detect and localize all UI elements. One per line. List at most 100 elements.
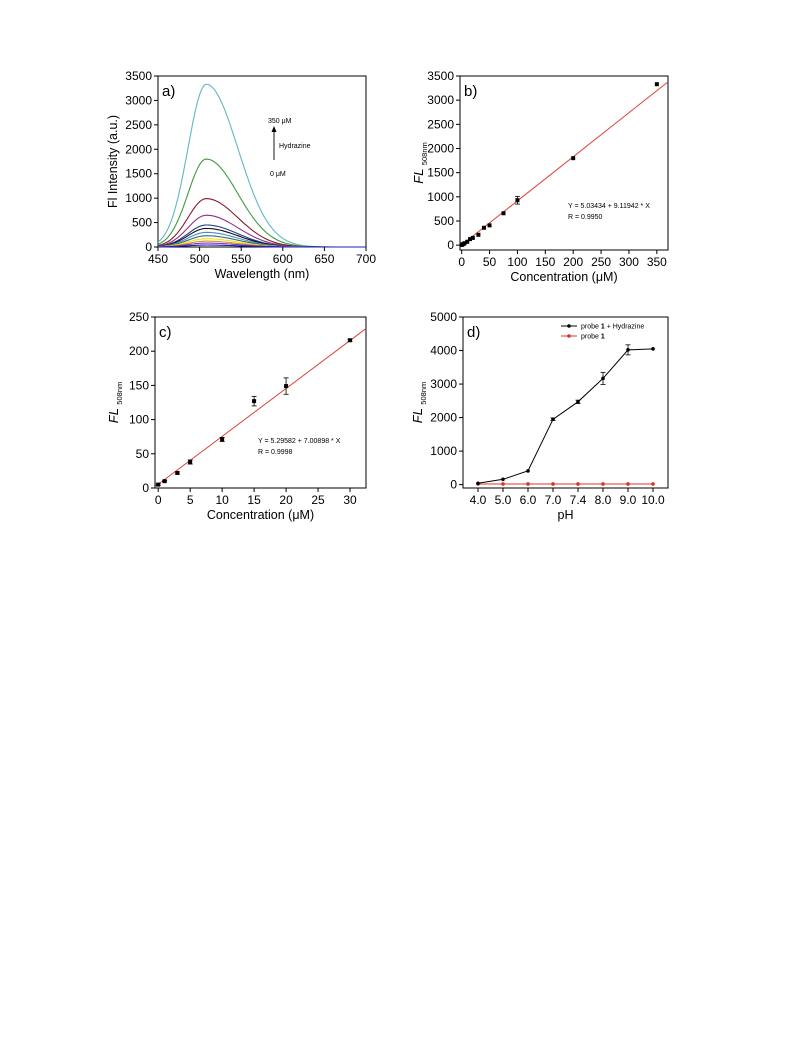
- y-axis-title-subscript: 508nm: [115, 382, 124, 405]
- data-point: [162, 479, 167, 484]
- data-point: [487, 223, 492, 228]
- x-tick-label: 200: [563, 255, 583, 269]
- data-point: [284, 384, 289, 389]
- panel-d-ph-chart: 4.0 5.0 6.0 7.0 7.4 8.0 9.0 10.0 0 1000 2000 3000 40…: [410, 310, 669, 522]
- legend-label-rest: + Hydrazine: [605, 324, 645, 331]
- y-tick-label: 4000: [430, 344, 457, 358]
- panel-label: a): [162, 83, 175, 100]
- y-tick-label: 3500: [427, 69, 454, 83]
- y-axis-title: Fl Intensity (a.u.): [106, 115, 120, 208]
- x-tick-label: 0: [458, 255, 465, 269]
- x-tick-label: 6.0: [520, 493, 537, 507]
- data-point: [348, 338, 353, 343]
- x-tick-label: 100: [507, 255, 527, 269]
- data-point: [576, 400, 580, 404]
- x-tick-label: 4.0: [470, 493, 487, 507]
- panel-a-spectra-chart: 450 500 550 600 650 700 0 500 1000 1500 2000 2500 30…: [106, 69, 376, 281]
- y-axis-title-main: FL: [411, 165, 426, 184]
- y-tick-label: 100: [129, 413, 149, 427]
- data-point: [654, 82, 659, 87]
- x-tick-label: 600: [273, 252, 293, 266]
- x-tick-label: 10: [215, 493, 229, 507]
- x-tick-label: 450: [148, 252, 168, 266]
- legend-marker: [567, 324, 571, 328]
- y-tick-label: 500: [434, 214, 454, 228]
- y-tick-label: 1000: [427, 190, 454, 204]
- y-axis-title: FL 508nm: [411, 142, 429, 184]
- data-point: [576, 482, 580, 486]
- y-tick-label: 3500: [125, 69, 152, 83]
- data-point: [526, 469, 530, 473]
- fit-equation: Y = 5.29582 + 7.00898 * X: [258, 438, 341, 445]
- fit-equation: Y = 5.03434 + 9.11942 * X: [568, 203, 650, 210]
- panel-label: b): [464, 83, 477, 100]
- data-point: [468, 237, 473, 242]
- y-axis-title-main: FL: [106, 405, 121, 424]
- data-point: [476, 232, 481, 237]
- y-axis-title: FL 508nm: [410, 382, 428, 424]
- x-tick-label: 650: [314, 252, 334, 266]
- annotation-top: 350 μM: [268, 118, 292, 125]
- data-point: [651, 482, 655, 486]
- x-axis-title: Wavelength (nm): [215, 267, 310, 281]
- x-tick-label: 15: [247, 493, 261, 507]
- data-point: [175, 470, 180, 475]
- panel-b-calibration-chart: 0 50 100 150 200 250 300 3500500100015002000250…: [411, 69, 669, 284]
- legend-label: probe 1 + Hydrazine: [581, 324, 644, 331]
- y-tick-label: 2500: [427, 117, 454, 131]
- y-axis-title: FL 508nm: [106, 382, 124, 424]
- fit-r-value: R = 0.9998: [258, 449, 293, 456]
- data-point: [551, 417, 555, 422]
- data-point: [626, 348, 630, 352]
- data-point: [470, 235, 475, 240]
- annotation-bottom: 0 μM: [270, 171, 286, 178]
- data-point: [601, 482, 605, 486]
- x-tick-label: 30: [343, 493, 357, 507]
- plot-frame: [459, 75, 669, 251]
- x-tick-label: 7.0: [545, 493, 562, 507]
- x-tick-label: 0: [155, 493, 162, 507]
- y-axis-title-main: FL: [410, 405, 425, 424]
- data-point: [462, 241, 467, 246]
- y-tick-label: 0: [145, 240, 152, 254]
- x-axis-title: Concentration (μM): [207, 508, 314, 522]
- x-tick-label: 25: [311, 493, 325, 507]
- annotation-middle: Hydrazine: [279, 143, 311, 150]
- y-tick-label: 50: [136, 447, 150, 461]
- y-tick-label: 2000: [427, 142, 454, 156]
- y-tick-label: 1500: [125, 167, 152, 181]
- data-point: [526, 482, 530, 486]
- y-tick-label: 500: [132, 216, 152, 230]
- x-tick-label: 7.4: [570, 493, 587, 507]
- data-point: [465, 239, 470, 244]
- y-tick-label: 2500: [125, 118, 152, 132]
- concentration-arrow-head: [271, 126, 277, 132]
- panel-c-calibration-chart: 0 5 10 15 20 25 30 0 50 100 150 200 250 Concentration…: [106, 310, 367, 522]
- y-tick-label: 1000: [125, 191, 152, 205]
- y-tick-label: 150: [129, 378, 149, 392]
- spectrum-line: [157, 83, 366, 248]
- legend-marker: [567, 334, 571, 338]
- y-axis-title-subscript: 508nm: [420, 142, 429, 165]
- y-tick-label: 1500: [427, 166, 454, 180]
- data-point: [601, 376, 605, 381]
- x-tick-label: 10.0: [641, 493, 665, 507]
- y-tick-label: 3000: [125, 93, 152, 107]
- y-tick-label: 0: [450, 478, 457, 492]
- legend-label-text: probe: [581, 334, 601, 341]
- y-tick-label: 0: [447, 238, 454, 252]
- data-point: [651, 347, 655, 351]
- data-point: [501, 482, 505, 486]
- plot-frame: [157, 75, 367, 248]
- fit-line: [154, 328, 367, 488]
- x-tick-label: 50: [483, 255, 497, 269]
- data-point: [156, 482, 161, 487]
- x-tick-label: 350: [647, 255, 667, 269]
- y-tick-label: 2000: [125, 142, 152, 156]
- x-tick-label: 5: [187, 493, 194, 507]
- fit-line: [461, 81, 669, 246]
- data-point: [551, 482, 555, 486]
- panel-label: c): [159, 324, 172, 341]
- x-tick-label: 550: [231, 252, 251, 266]
